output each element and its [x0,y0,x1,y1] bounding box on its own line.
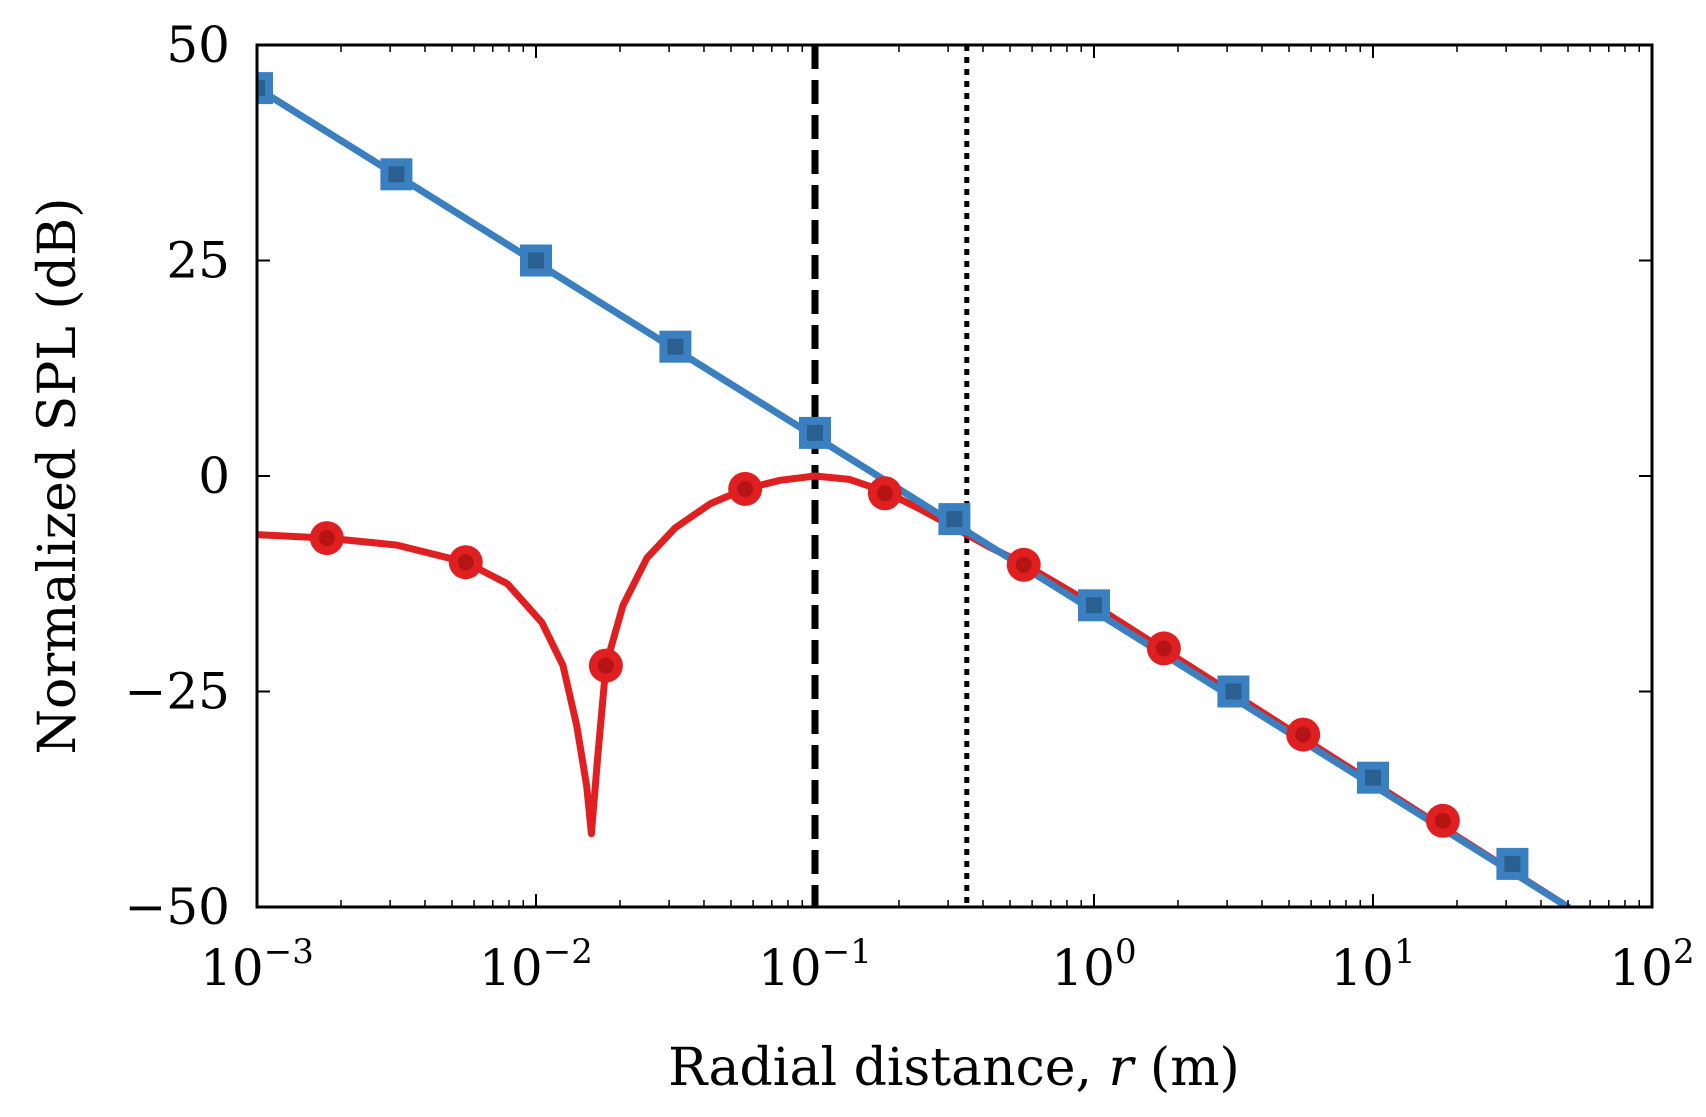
series-2-marker-core [597,657,614,674]
series-2-marker-core [1015,556,1032,573]
y-tick-label: 25 [166,232,230,290]
y-tick-label: −50 [124,878,230,936]
series-1-marker-core [1086,597,1102,614]
series-1-marker-core [1225,683,1242,700]
series-2-marker-core [1155,640,1172,657]
x-tick-label: 10−2 [479,932,593,997]
series-2-marker-core [457,554,474,571]
series-2-marker-core [318,530,335,547]
series-2-line [257,472,1572,907]
x-axis-title-variable: r [1109,1038,1137,1098]
y-axis-title: Normalized SPL (dB) [28,198,88,755]
minor-ticks [340,45,1640,907]
series-1-marker-core [257,80,265,97]
y-tick-label: 0 [198,447,230,505]
series-2-marker-core [876,485,893,502]
series-1-marker-core [388,166,405,183]
x-axis-title-suffix: (m) [1133,1038,1239,1098]
plot-area [257,45,1572,907]
series-1-marker-core [1365,769,1381,786]
plot-frame [255,43,1654,909]
series-2-marker-core [737,480,754,497]
x-axis-title-prefix: Radial distance, [668,1038,1108,1098]
series-layer [257,45,1572,907]
x-tick-label: 10−1 [758,932,872,997]
series-1-marker-core [946,511,963,528]
x-tick-label: 102 [1609,932,1694,997]
x-axis-title: Radial distance, r (m) [668,1038,1240,1098]
series-1-marker-core [807,424,823,441]
series-2-marker-core [1295,726,1312,743]
y-tick-labels: 50 25 0 −25 −50 [124,16,230,936]
y-tick-label: 50 [166,16,230,74]
series-1-line [257,84,1572,907]
x-tick-label: 100 [1051,932,1136,997]
major-ticks [256,44,1653,908]
x-tick-label: 101 [1330,932,1415,997]
x-tick-labels: 10−3 10−2 10−1 100 101 102 [200,932,1695,997]
x-tick-label: 10−3 [200,932,314,997]
series-1-marker-core [528,252,544,269]
series-2-marker-core [1434,812,1451,829]
y-tick-label: −25 [124,663,230,721]
series-1-marker-core [667,338,684,355]
series-1-marker-core [1504,855,1521,872]
